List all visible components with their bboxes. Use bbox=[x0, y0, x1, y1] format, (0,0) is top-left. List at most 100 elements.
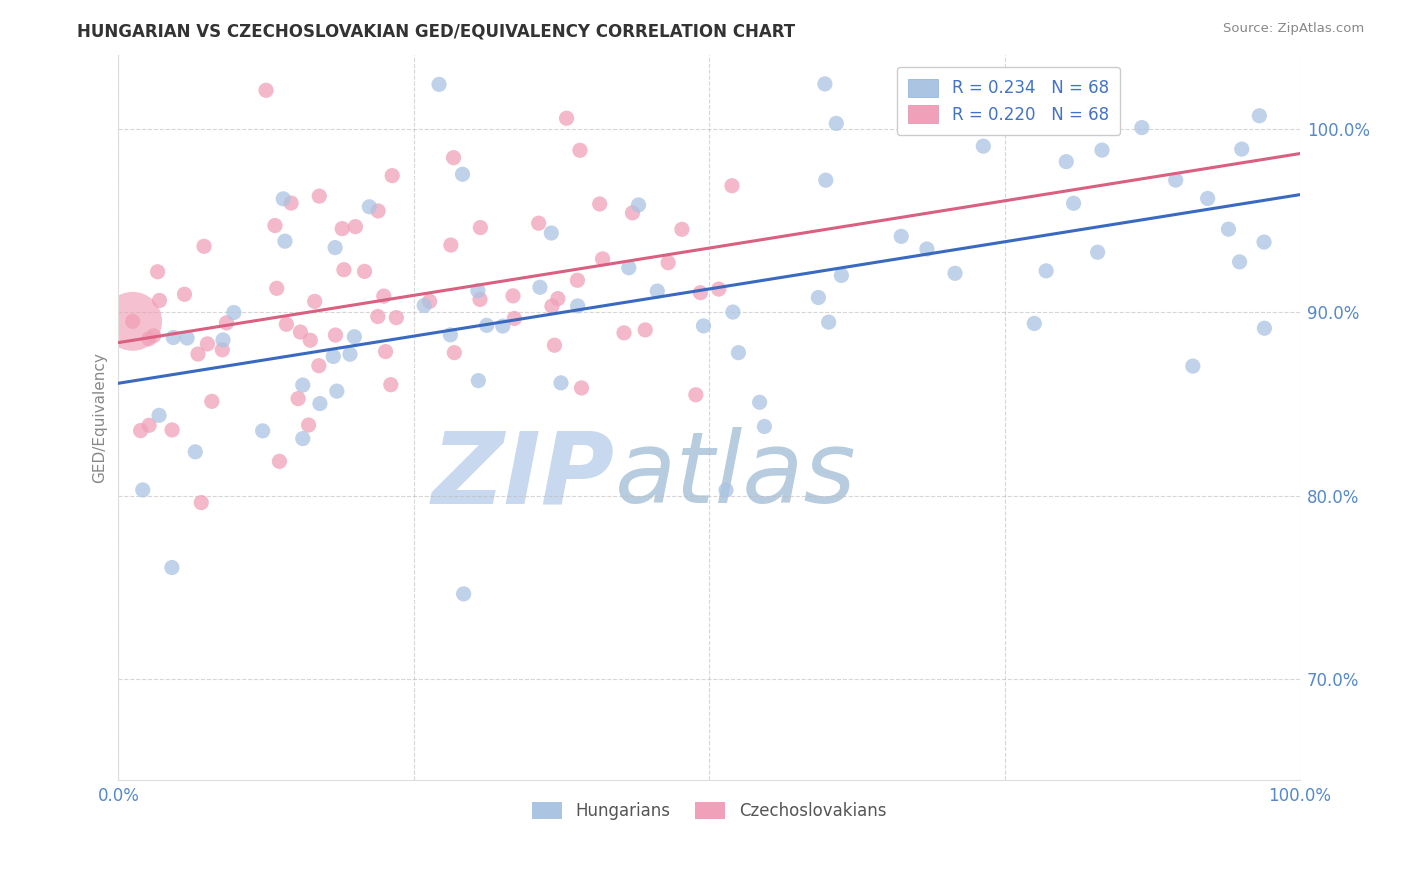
Point bbox=[915, 242, 938, 256]
Point bbox=[689, 285, 711, 300]
Point bbox=[222, 305, 245, 319]
Point bbox=[1054, 154, 1077, 169]
Point bbox=[148, 409, 170, 423]
Point bbox=[215, 316, 238, 330]
Point bbox=[1091, 143, 1114, 157]
Point bbox=[1164, 173, 1187, 187]
Point bbox=[547, 292, 569, 306]
Text: ZIP: ZIP bbox=[432, 427, 614, 524]
Point bbox=[419, 294, 441, 309]
Point bbox=[291, 378, 314, 392]
Y-axis label: GED/Equivalency: GED/Equivalency bbox=[93, 352, 107, 483]
Point bbox=[671, 222, 693, 236]
Point bbox=[571, 381, 593, 395]
Point bbox=[502, 289, 524, 303]
Point bbox=[201, 394, 224, 409]
Point bbox=[657, 256, 679, 270]
Point bbox=[814, 77, 837, 91]
Point bbox=[754, 419, 776, 434]
Point bbox=[308, 189, 330, 203]
Point bbox=[304, 294, 326, 309]
Point bbox=[1087, 245, 1109, 260]
Point bbox=[1229, 255, 1251, 269]
Point bbox=[252, 424, 274, 438]
Point bbox=[1063, 196, 1085, 211]
Point bbox=[121, 314, 143, 328]
Point bbox=[374, 344, 396, 359]
Point bbox=[748, 395, 770, 409]
Point bbox=[541, 299, 564, 313]
Point bbox=[323, 241, 346, 255]
Point bbox=[148, 293, 170, 308]
Point bbox=[1253, 235, 1275, 249]
Point bbox=[890, 229, 912, 244]
Point bbox=[567, 273, 589, 287]
Point bbox=[1197, 191, 1219, 205]
Point bbox=[1249, 109, 1271, 123]
Point bbox=[367, 310, 389, 324]
Point bbox=[1253, 321, 1275, 335]
Point bbox=[308, 359, 330, 373]
Point bbox=[211, 343, 233, 357]
Point bbox=[291, 432, 314, 446]
Point bbox=[274, 234, 297, 248]
Point bbox=[467, 374, 489, 388]
Point bbox=[160, 423, 183, 437]
Point bbox=[325, 328, 347, 343]
Point bbox=[814, 173, 837, 187]
Point bbox=[297, 418, 319, 433]
Point bbox=[943, 266, 966, 280]
Point bbox=[440, 238, 463, 252]
Point bbox=[830, 268, 852, 283]
Point bbox=[187, 347, 209, 361]
Point bbox=[269, 454, 291, 468]
Point bbox=[645, 284, 668, 298]
Point bbox=[685, 388, 707, 402]
Point bbox=[443, 151, 465, 165]
Point bbox=[271, 192, 294, 206]
Point bbox=[359, 200, 381, 214]
Point bbox=[721, 178, 744, 193]
Point bbox=[427, 78, 450, 92]
Point bbox=[290, 325, 312, 339]
Point bbox=[807, 291, 830, 305]
Point bbox=[162, 330, 184, 344]
Point bbox=[613, 326, 636, 340]
Point bbox=[817, 315, 839, 329]
Point bbox=[326, 384, 349, 398]
Point bbox=[592, 252, 614, 266]
Point bbox=[146, 265, 169, 279]
Point bbox=[184, 445, 207, 459]
Point bbox=[367, 203, 389, 218]
Point bbox=[550, 376, 572, 390]
Point bbox=[264, 219, 287, 233]
Point bbox=[197, 337, 219, 351]
Point bbox=[589, 197, 612, 211]
Point bbox=[451, 167, 474, 181]
Point bbox=[287, 392, 309, 406]
Point bbox=[343, 330, 366, 344]
Point bbox=[727, 345, 749, 359]
Point bbox=[333, 262, 356, 277]
Point bbox=[309, 396, 332, 410]
Point bbox=[470, 220, 492, 235]
Legend: Hungarians, Czechoslovakians: Hungarians, Czechoslovakians bbox=[526, 795, 893, 826]
Point bbox=[254, 83, 277, 97]
Point bbox=[142, 328, 165, 343]
Point bbox=[413, 298, 436, 312]
Point bbox=[190, 495, 212, 509]
Point bbox=[617, 260, 640, 275]
Point bbox=[176, 331, 198, 345]
Point bbox=[160, 560, 183, 574]
Point bbox=[193, 239, 215, 253]
Point bbox=[443, 345, 465, 359]
Point bbox=[353, 264, 375, 278]
Point bbox=[121, 314, 143, 328]
Point bbox=[492, 319, 515, 334]
Point bbox=[138, 332, 160, 346]
Point bbox=[543, 338, 565, 352]
Point bbox=[707, 282, 730, 296]
Point bbox=[527, 216, 550, 230]
Point bbox=[568, 144, 591, 158]
Point bbox=[567, 299, 589, 313]
